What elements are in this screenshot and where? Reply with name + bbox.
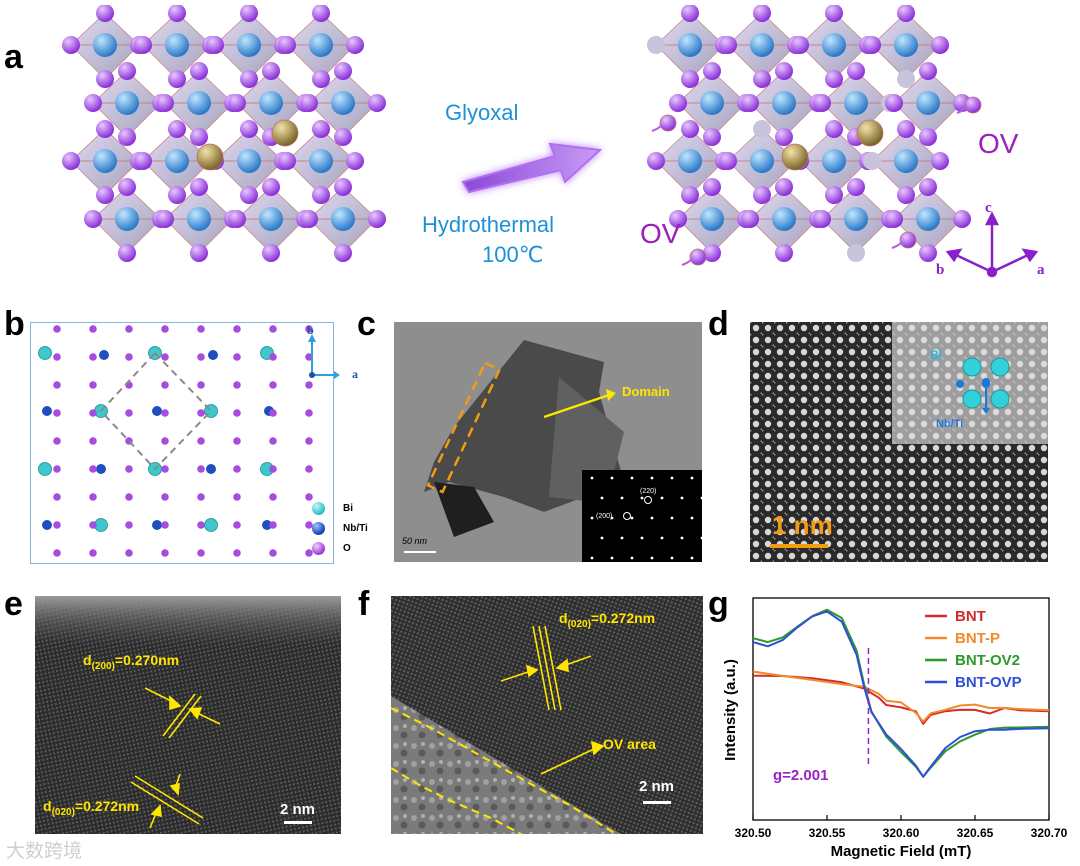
watermark: 大数跨境 — [6, 841, 83, 862]
panel-label-a: a — [4, 38, 23, 76]
hrtem-image-d: Bi Nb/Ti 1 nm — [750, 322, 1048, 562]
axis-a-label-2: a — [352, 367, 358, 381]
atom-legend: Bi Nb/Ti O — [312, 498, 368, 558]
inset-nbti-label: Nb/Ti — [936, 418, 964, 430]
series-line-2 — [752, 608, 1050, 778]
crystal-structure-pristine — [62, 5, 386, 262]
hrtem-image-f: d(020)=0.272nm OV area 2 nm — [391, 596, 703, 834]
panel-label-g: g — [708, 585, 729, 623]
saed-pattern-inset: (220) (200) — [582, 470, 702, 562]
x-tick-label-1: 320.55 — [809, 826, 846, 840]
d020-label-f: d(020)=0.272nm — [559, 610, 656, 630]
g-value-label: g=2.001 — [773, 767, 828, 784]
x-axis-label: Magnetic Field (mT) — [831, 843, 972, 860]
unit-cell-projection — [30, 322, 334, 564]
inset-bi-label: Bi — [930, 348, 942, 362]
legend-item-bi: Bi — [312, 498, 368, 518]
epr-chart: 320.50 320.55 320.60 320.65 320.70 BNT BNT-P B… — [722, 597, 1068, 860]
panel-label-f: f — [358, 585, 370, 623]
series-line-1 — [752, 670, 1050, 723]
tem-image-c: Domain 50 nm (220) (200) — [394, 322, 702, 562]
legend-label-2: BNT-OV2 — [955, 652, 1020, 669]
crystal-structure-with-vacancies — [647, 5, 982, 266]
domain-label: Domain — [622, 384, 670, 399]
d200-label: d(200)=0.270nm — [83, 652, 180, 672]
axis-arrows-icon — [308, 334, 340, 379]
ov-label-right: OV — [978, 128, 1019, 159]
scale-bar-f-label: 2 nm — [639, 778, 675, 795]
axis-b-label-2: b — [307, 323, 314, 337]
hrtem-image-e: d(200)=0.270nm d(020)=0.272nm 2 nm — [35, 596, 341, 834]
scale-bar-d-label: 1 nm — [772, 510, 833, 540]
process-label: Hydrothermal — [422, 212, 555, 237]
nanosheet-image — [394, 322, 702, 562]
axis-b-label: b — [936, 262, 945, 278]
x-tick-label-2: 320.60 — [883, 826, 920, 840]
scale-bar-e-label: 2 nm — [280, 801, 316, 818]
x-tick-label-3: 320.65 — [957, 826, 994, 840]
reaction-arrow — [461, 142, 603, 194]
saed-200-label: (200) — [596, 513, 613, 520]
legend-label-3: BNT-OVP — [955, 674, 1022, 691]
legend-label-0: BNT — [955, 608, 986, 625]
d020-label-e: d(020)=0.272nm — [43, 798, 140, 818]
x-tick-label-4: 320.70 — [1031, 826, 1068, 840]
panel-label-d: d — [708, 305, 729, 343]
ov-label-left: OV — [640, 218, 681, 249]
panel-label-e: e — [4, 585, 23, 623]
saed-220-label: (220) — [640, 488, 657, 495]
x-tick-label-0: 320.50 — [735, 826, 772, 840]
legend-item-o: O — [312, 538, 368, 558]
axis-a-label: a — [1037, 262, 1045, 278]
panel-label-b: b — [4, 305, 25, 343]
series-line-3 — [752, 610, 1050, 778]
legend-item-nbti: Nb/Ti — [312, 518, 368, 538]
crystal-axes-icon — [945, 211, 1039, 278]
ov-area-label: OV area — [603, 736, 656, 752]
panel-label-c: c — [357, 305, 376, 343]
axis-c-label: c — [985, 200, 992, 216]
scale-bar-c-label: 50 nm — [402, 536, 428, 546]
temperature-label: 100℃ — [482, 242, 544, 267]
y-axis-label: Intensity (a.u.) — [722, 659, 739, 761]
reagent-label: Glyoxal — [445, 100, 519, 125]
legend-label-1: BNT-P — [955, 630, 1000, 647]
